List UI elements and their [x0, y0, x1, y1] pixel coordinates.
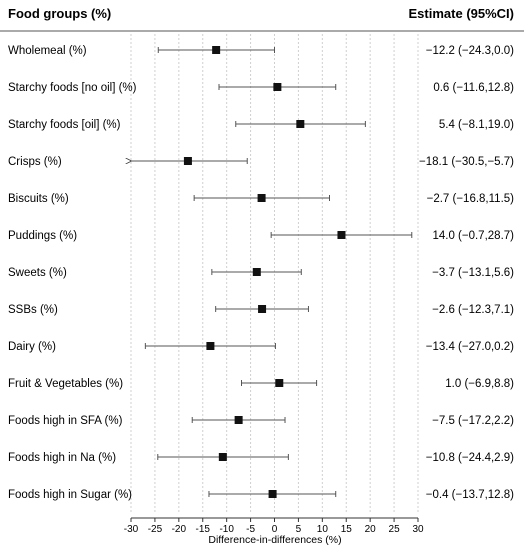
x-tick-label: -20	[172, 524, 187, 535]
row-label: Crisps (%)	[8, 156, 62, 168]
row-estimate-text: −13.4 (−27.0,0.2)	[426, 341, 514, 353]
row-estimate-text: −12.2 (−24.3,0.0)	[426, 45, 514, 57]
x-tick-label: 15	[341, 524, 353, 535]
row-label: Wholemeal (%)	[8, 45, 87, 57]
x-tick-label: -15	[196, 524, 211, 535]
point-estimate	[273, 83, 282, 91]
point-estimate	[252, 268, 261, 276]
row-label: Foods high in Na (%)	[8, 452, 116, 464]
point-estimate	[206, 342, 215, 350]
row-label: Foods high in Sugar (%)	[8, 489, 132, 501]
x-axis: -30 -25 -20 -15 -10 -5 0 5 10 15 20 25 30	[124, 517, 424, 535]
row-estimate-text: −10.8 (−24.4,2.9)	[426, 452, 514, 464]
row-label: Biscuits (%)	[8, 193, 69, 205]
row-estimate-text: −18.1 (−30.5,−5.7)	[419, 156, 514, 168]
point-estimate	[275, 379, 284, 387]
row-estimate-text: −2.7 (−16.8,11.5)	[427, 193, 515, 205]
row-estimate-text: −2.6 (−12.3,7.1)	[432, 304, 514, 316]
point-estimate	[183, 157, 192, 165]
header-estimate: Estimate (95%CI)	[409, 6, 514, 21]
row-estimate-text: −0.4 (−13.7,12.8)	[426, 489, 514, 501]
x-tick-label: 30	[412, 524, 424, 535]
point-estimate	[296, 120, 305, 128]
row-label: Starchy foods [no oil] (%)	[8, 82, 137, 94]
x-tick-label: 10	[317, 524, 329, 535]
row-estimate-text: 0.6 (−11.6,12.8)	[433, 82, 514, 94]
x-tick-label: -25	[148, 524, 163, 535]
point-estimate	[258, 305, 267, 313]
row-label: Foods high in SFA (%)	[8, 415, 123, 427]
row-estimate-text: 14.0 (−0.7,28.7)	[432, 230, 514, 242]
point-estimate	[212, 46, 221, 54]
point-estimate	[268, 490, 277, 498]
row-label: Puddings (%)	[8, 230, 77, 242]
row-label: SSBs (%)	[8, 304, 58, 316]
point-estimate	[257, 194, 266, 202]
point-estimate	[234, 416, 243, 424]
x-tick-label: -10	[219, 524, 234, 535]
header-food-groups: Food groups (%)	[8, 6, 111, 21]
x-tick-label: -5	[246, 524, 255, 535]
grid-lines	[130, 34, 419, 512]
row-label: Starchy foods [oil] (%)	[8, 119, 121, 131]
row-label: Sweets (%)	[8, 267, 67, 279]
x-tick-label: 25	[389, 524, 401, 535]
row-estimate-text: −3.7 (−13.1,5.6)	[432, 267, 514, 279]
x-axis-label: Difference-in-differences (%)	[208, 534, 341, 546]
row-estimate-text: 5.4 (−8.1,19.0)	[439, 119, 514, 131]
x-tick-label: 5	[296, 524, 302, 535]
row-label: Fruit & Vegetables (%)	[8, 378, 123, 390]
x-tick-label: 20	[365, 524, 377, 535]
point-estimate	[337, 231, 346, 239]
x-tick-label: 0	[272, 524, 278, 535]
data-rows: Wholemeal (%) −12.2 (−24.3,0.0) Starchy fo…	[8, 45, 514, 501]
row-estimate-text: −7.5 (−17.2,2.2)	[432, 415, 514, 427]
row-label: Dairy (%)	[8, 341, 56, 353]
point-estimate	[218, 453, 227, 461]
row-estimate-text: 1.0 (−6.9,8.8)	[445, 378, 514, 390]
x-tick-label: -30	[124, 524, 139, 535]
